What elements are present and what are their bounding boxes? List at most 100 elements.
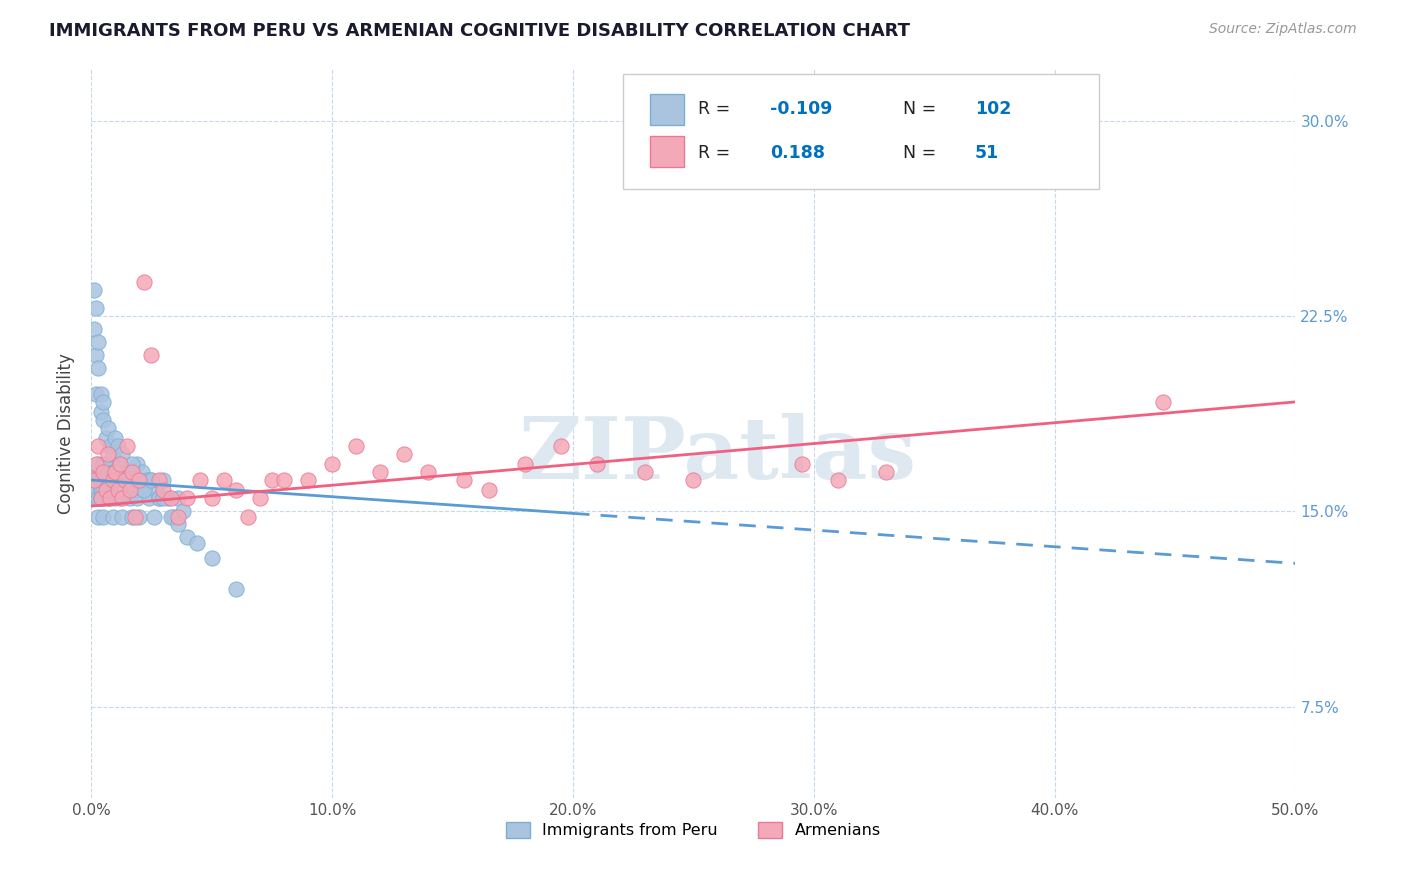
Point: [84, 301, 107, 315]
Point: [91, 395, 114, 409]
Point: [90, 483, 112, 498]
Point: [104, 465, 127, 479]
Point: [586, 458, 609, 472]
Point: [790, 458, 813, 472]
Point: [97, 447, 120, 461]
Text: Source: ZipAtlas.com: Source: ZipAtlas.com: [1209, 22, 1357, 37]
Point: [118, 473, 141, 487]
Point: [90, 465, 112, 479]
Point: [94, 491, 117, 506]
Point: [101, 473, 124, 487]
Point: [225, 582, 247, 597]
Point: [90, 387, 112, 401]
Point: [125, 473, 148, 487]
Point: [172, 504, 194, 518]
Point: [141, 348, 163, 362]
Point: [186, 535, 208, 549]
Point: [83, 283, 105, 297]
Point: [100, 491, 122, 506]
Text: IMMIGRANTS FROM PERU VS ARMENIAN COGNITIVE DISABILITY CORRELATION CHART: IMMIGRANTS FROM PERU VS ARMENIAN COGNITI…: [49, 22, 910, 40]
Text: N =: N =: [903, 101, 936, 119]
Point: [97, 483, 120, 498]
Point: [84, 483, 107, 498]
Point: [87, 334, 110, 349]
Point: [297, 473, 319, 487]
Point: [94, 431, 117, 445]
Point: [87, 361, 110, 376]
Point: [121, 509, 143, 524]
Point: [84, 473, 107, 487]
Point: [152, 491, 174, 506]
Point: [200, 551, 222, 566]
Point: [104, 483, 127, 498]
Point: [157, 491, 180, 506]
Point: [90, 405, 112, 419]
Point: [101, 447, 124, 461]
Point: [212, 473, 235, 487]
Point: [260, 473, 283, 487]
Point: [167, 517, 190, 532]
Point: [84, 348, 107, 362]
Text: 0.188: 0.188: [770, 145, 825, 162]
Point: [162, 509, 184, 524]
Point: [114, 465, 136, 479]
Point: [84, 387, 107, 401]
Point: [249, 491, 271, 506]
Point: [128, 473, 150, 487]
Point: [97, 421, 120, 435]
Point: [125, 491, 148, 506]
Point: [145, 483, 167, 498]
Legend: Immigrants from Peru, Armenians: Immigrants from Peru, Armenians: [499, 815, 887, 845]
Point: [101, 465, 124, 479]
Point: [84, 465, 107, 479]
Point: [104, 473, 127, 487]
Point: [97, 491, 120, 506]
Y-axis label: Cognitive Disability: Cognitive Disability: [58, 352, 75, 514]
Point: [117, 439, 139, 453]
Point: [91, 465, 114, 479]
Point: [90, 473, 112, 487]
Point: [152, 483, 174, 498]
Point: [141, 473, 163, 487]
Point: [124, 473, 146, 487]
Point: [121, 465, 143, 479]
Point: [634, 465, 657, 479]
Point: [148, 491, 170, 506]
Bar: [650, 94, 683, 125]
Point: [108, 458, 131, 472]
Point: [83, 483, 105, 498]
Point: [152, 473, 174, 487]
Point: [124, 509, 146, 524]
Point: [84, 458, 107, 472]
Point: [1152, 395, 1174, 409]
Point: [100, 458, 122, 472]
Point: [121, 465, 143, 479]
Point: [100, 491, 122, 506]
Point: [225, 483, 247, 498]
Point: [84, 491, 107, 506]
Point: [91, 491, 114, 506]
Point: [104, 431, 127, 445]
Point: [682, 473, 704, 487]
Point: [94, 458, 117, 472]
Point: [111, 491, 134, 506]
Point: [90, 491, 112, 506]
Text: R =: R =: [699, 145, 730, 162]
Point: [138, 491, 160, 506]
Point: [111, 509, 134, 524]
Point: [159, 509, 181, 524]
Point: [94, 483, 117, 498]
Point: [87, 473, 110, 487]
Point: [167, 509, 190, 524]
Point: [111, 447, 134, 461]
Point: [83, 465, 105, 479]
Point: [477, 483, 499, 498]
Point: [117, 473, 139, 487]
Point: [188, 473, 211, 487]
Point: [83, 491, 105, 506]
Point: [83, 322, 105, 336]
FancyBboxPatch shape: [623, 74, 1099, 189]
Point: [875, 465, 897, 479]
Text: 102: 102: [976, 101, 1011, 119]
Point: [273, 473, 295, 487]
